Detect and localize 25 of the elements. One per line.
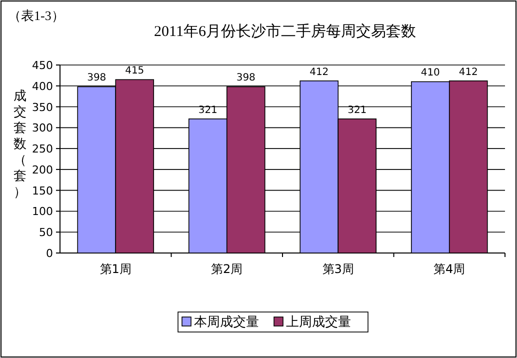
y-tick-label: 300 (32, 122, 53, 135)
y-tick-label: 250 (32, 142, 53, 156)
data-label: 398 (236, 72, 256, 84)
y-tick-label: 400 (32, 80, 53, 93)
y-tick-label: 200 (32, 163, 53, 176)
y-tick-label: 150 (32, 184, 53, 198)
data-label: 398 (87, 72, 106, 84)
text: （表1-3） (8, 8, 64, 23)
data-label: 410 (420, 68, 440, 79)
y-tick-label: 350 (32, 100, 53, 114)
x-tick-label: 第4周 (434, 262, 466, 276)
x-tick-label: 第1周 (100, 262, 132, 276)
y-tick-label: 100 (32, 205, 53, 218)
data-label: 415 (125, 66, 144, 77)
chart-title: 2011年6月份长沙市二手房每周交易套数 (154, 23, 416, 40)
y-axis-title: 成交套数（套） (14, 89, 26, 200)
y-tick-label: 0 (46, 247, 53, 260)
data-label: 412 (310, 66, 329, 78)
legend-label: 上周成交量 (286, 314, 351, 330)
x-tick-label: 第2周 (211, 262, 243, 276)
data-label: 412 (458, 66, 478, 78)
y-tick-label: 50 (39, 226, 53, 240)
x-tick-label: 第3周 (322, 262, 354, 276)
legend-label: 本周成交量 (194, 314, 259, 330)
y-tick-label: 450 (32, 59, 53, 72)
